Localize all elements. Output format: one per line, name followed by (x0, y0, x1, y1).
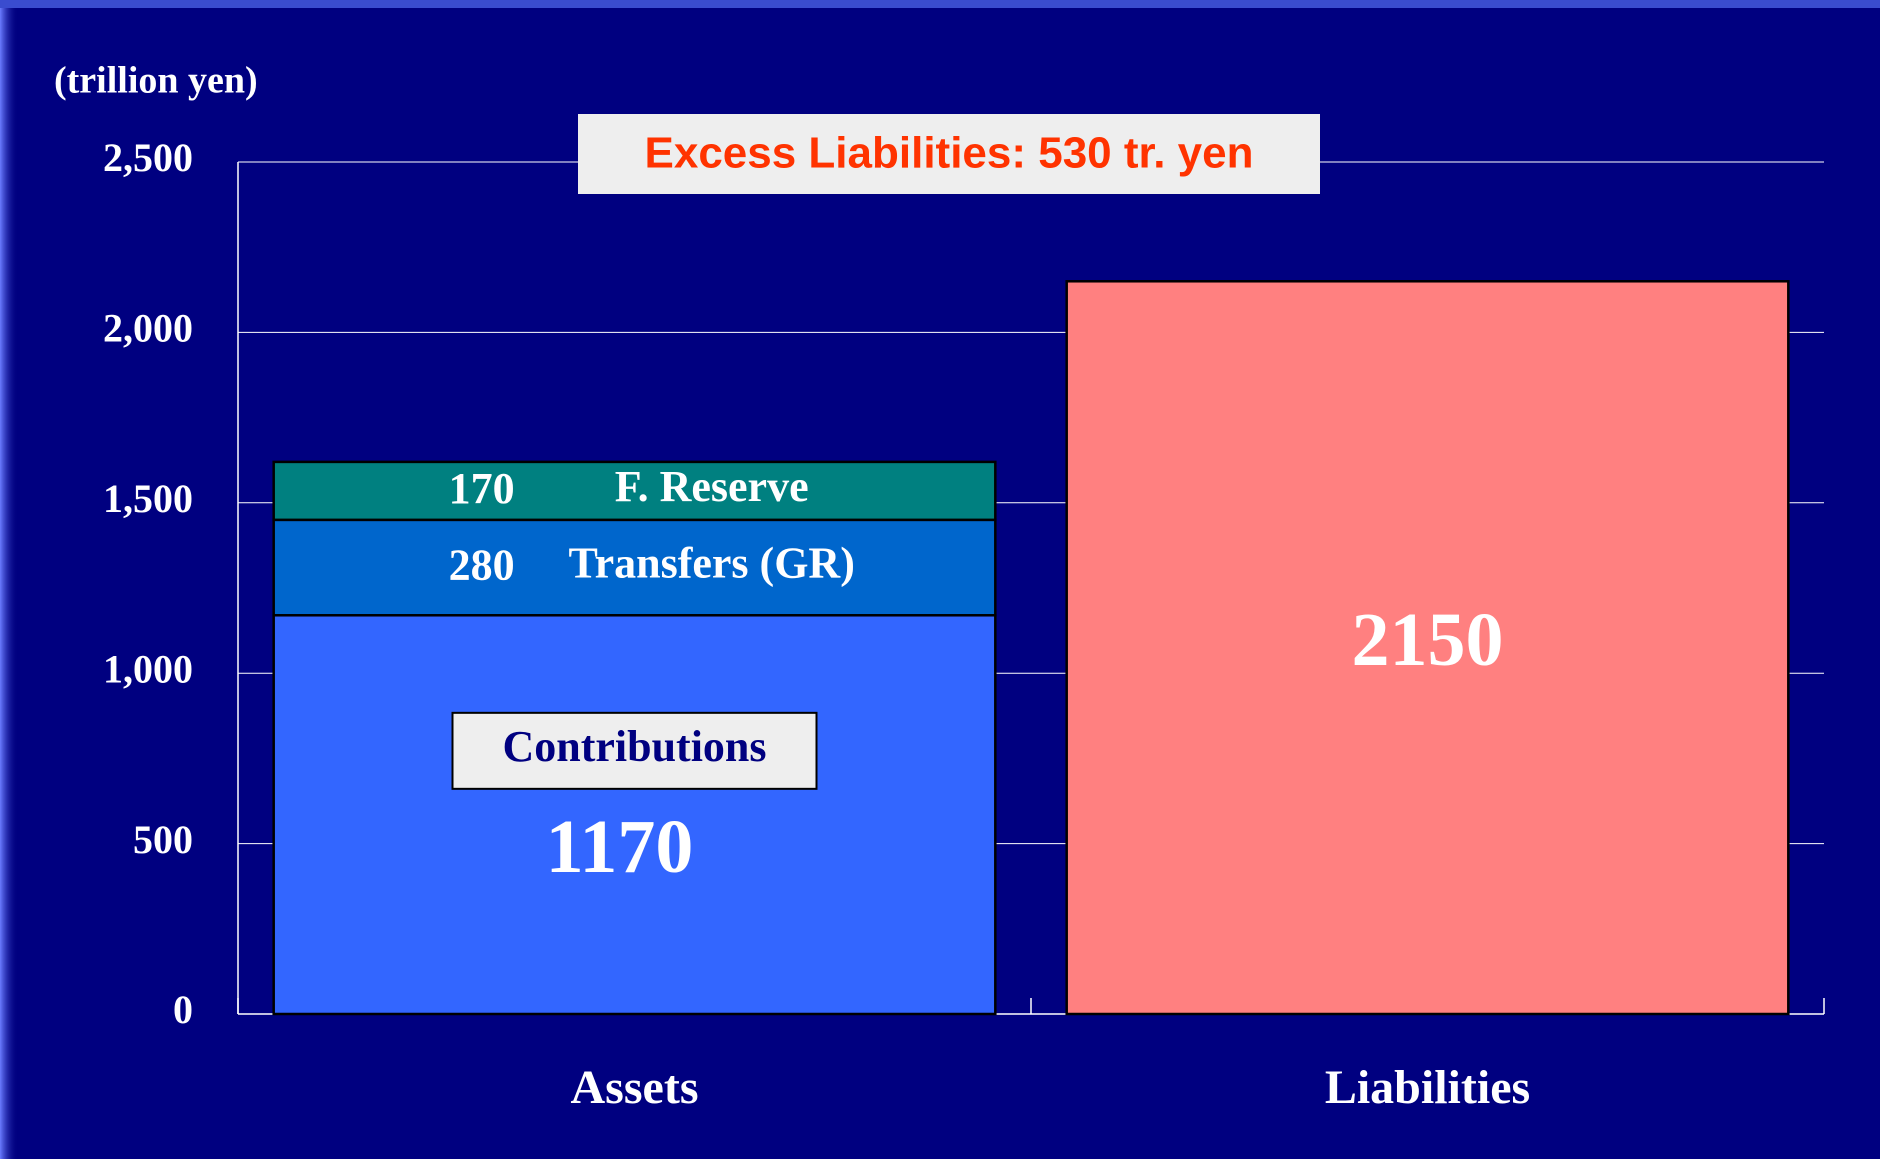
value-label: 170 (449, 464, 515, 513)
y-tick-label: 0 (173, 987, 193, 1032)
x-tick-label: Assets (571, 1061, 699, 1114)
y-tick-label: 2,500 (103, 135, 193, 180)
bar-segment (272, 460, 997, 522)
edge-glow (0, 0, 18, 1159)
series-label: Transfers (GR) (569, 539, 855, 588)
y-tick-label: 1,000 (103, 646, 193, 691)
series-label: Contributions (502, 722, 766, 771)
annotation: Excess Liabilities: 530 tr. yen (645, 129, 1254, 178)
y-tick-label: 2,000 (103, 306, 193, 351)
bar-segment (272, 614, 997, 1016)
value-label: 1170 (546, 805, 694, 889)
y-tick-label: 1,500 (103, 476, 193, 521)
value-label: 2150 (1352, 598, 1504, 682)
value-label: 280 (449, 541, 515, 590)
top-glow (0, 0, 1880, 8)
bar-segment (272, 518, 997, 617)
y-tick-label: 500 (133, 817, 193, 862)
y-axis-label: (trillion yen) (54, 60, 258, 102)
x-tick-label: Liabilities (1325, 1061, 1530, 1114)
annotation-box (578, 114, 1320, 194)
bar-segment (1065, 280, 1790, 1016)
label-box (451, 711, 818, 790)
series-label: F. Reserve (615, 462, 809, 511)
